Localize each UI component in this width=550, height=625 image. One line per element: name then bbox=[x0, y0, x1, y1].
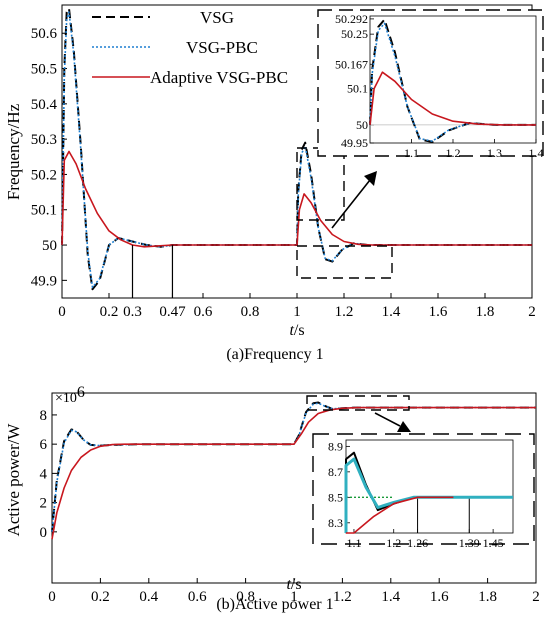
frequency-caption: (a)Frequency 1 bbox=[226, 346, 323, 363]
inset-a-series-vsg-pbc bbox=[369, 22, 536, 142]
legend-label-adaptive: Adaptive VSG-PBC bbox=[150, 68, 288, 87]
inset-a-xtick-label: 1.2 bbox=[446, 146, 461, 160]
zoom-region-a-small bbox=[296, 245, 393, 279]
freq-ytick-label: 50.6 bbox=[31, 26, 58, 42]
power-xtick-label: 0.6 bbox=[188, 589, 207, 605]
inset-b-plot-area bbox=[345, 439, 514, 534]
inset-b-series-adaptive-vsg-pbc bbox=[346, 496, 454, 534]
inset-a-series-adaptive-vsg-pbc bbox=[369, 71, 536, 126]
power-ytick-label: 4 bbox=[40, 466, 48, 482]
freq-xtick-label: 1.6 bbox=[429, 304, 448, 320]
power-x-axis-label: t/s bbox=[286, 576, 301, 593]
freq-xtick-label: 0.2 bbox=[100, 304, 119, 320]
power-ytick-label: 2 bbox=[40, 496, 48, 512]
legend-label-vsg-pbc: VSG-PBC bbox=[186, 38, 258, 57]
zoom-arrow-b bbox=[374, 412, 401, 427]
power-ytick-label: 8 bbox=[40, 408, 48, 424]
inset-b-xtick-label: 1.1 bbox=[346, 536, 361, 550]
zoom-arrow-b-head bbox=[397, 421, 411, 432]
power-xtick-label: 2 bbox=[532, 589, 540, 605]
inset-a-ytick-label: 50.1 bbox=[347, 82, 368, 96]
freq-xtick-label: 0.3 bbox=[123, 304, 142, 320]
power-ytick-label: 0 bbox=[40, 525, 48, 541]
frequency-legend: VSG VSG-PBC Adaptive VSG-PBC bbox=[92, 8, 288, 87]
power-scale-label: ×106 bbox=[55, 384, 85, 406]
power-xtick-label: 1 bbox=[290, 589, 298, 605]
power-caption: (b)Active power 1 bbox=[216, 596, 333, 613]
freq-ytick-label: 50.3 bbox=[31, 132, 57, 148]
power-y-axis-label: Active power/W bbox=[4, 423, 23, 537]
power-xtick-label: 1.2 bbox=[333, 589, 352, 605]
freq-xtick-label: 1.4 bbox=[382, 304, 401, 320]
inset-b-ytick-label: 8.9 bbox=[328, 439, 343, 453]
inset-b-xtick-label: 1.39 bbox=[459, 536, 480, 550]
power-xtick-label: 0.2 bbox=[91, 589, 110, 605]
freq-xtick-label: 1.2 bbox=[335, 304, 354, 320]
inset-b-ytick-label: 8.7 bbox=[328, 465, 343, 479]
power-xtick-label: 1.6 bbox=[430, 589, 449, 605]
freq-series-adaptive-vsg-pbc bbox=[61, 150, 532, 248]
inset-a-ytick-label: 50.292 bbox=[335, 12, 368, 26]
power-xtick-label: 0.4 bbox=[139, 589, 158, 605]
inset-b-xtick-label: 1.26 bbox=[407, 536, 428, 550]
freq-xtick-label: 1 bbox=[293, 304, 301, 320]
zoom-arrow-a bbox=[331, 179, 371, 229]
zoom-arrow-a-head bbox=[364, 171, 377, 186]
inset-a-ytick-label: 50.25 bbox=[341, 27, 368, 41]
power-series-adaptive-vsg-pbc bbox=[51, 406, 536, 540]
freq-xtick-label: 2 bbox=[528, 304, 536, 320]
inset-a-ytick-label: 49.95 bbox=[341, 136, 368, 150]
frequency-y-axis-label: Frequency/Hz bbox=[4, 103, 23, 200]
freq-xtick-label: 0.6 bbox=[194, 304, 213, 320]
inset-a-xtick-label: 1.3 bbox=[487, 146, 502, 160]
power-xtick-label: 0.8 bbox=[236, 589, 255, 605]
freq-ytick-label: 50.1 bbox=[31, 203, 57, 219]
inset-b-xtick-label: 1.2 bbox=[386, 536, 401, 550]
inset-a-ytick-label: 50.167 bbox=[335, 57, 368, 71]
freq-xtick-label: 0.47 bbox=[159, 304, 186, 320]
freq-ytick-label: 50.4 bbox=[31, 97, 58, 113]
inset-a-xtick-label: 1.1 bbox=[404, 146, 419, 160]
power-ytick-label: 6 bbox=[40, 437, 48, 453]
inset-b-xtick-label: 1.45 bbox=[483, 536, 504, 550]
active-power-chart: 0 2 4 6 8 0 0.2 0.4 0.6 0.8 1 1.2 1.4 1.6 1.8 2 ×106 A… bbox=[4, 384, 540, 613]
freq-xtick-label: 0 bbox=[58, 304, 66, 320]
freq-ytick-label: 50.2 bbox=[31, 167, 57, 183]
power-xtick-label: 0 bbox=[48, 589, 56, 605]
marker-lines bbox=[131, 245, 174, 298]
freq-ytick-label: 50.5 bbox=[31, 62, 57, 78]
frequency-x-axis-label: t/s bbox=[289, 322, 304, 339]
inset-b-ytick-label: 8.3 bbox=[328, 516, 343, 530]
power-inset: 8.9 8.7 8.5 8.31.1 1.2 1.26 1.39 1.45 bbox=[312, 433, 535, 550]
frequency-chart: 49.9 50 50.1 50.2 50.3 50.4 50.5 50.6 0 0.2 0.3 0.… bbox=[4, 4, 544, 363]
inset-b-ytick-label: 8.5 bbox=[328, 490, 343, 504]
inset-a-xtick-label: 1.4 bbox=[529, 146, 544, 160]
freq-xtick-label: 0.8 bbox=[241, 304, 260, 320]
legend-label-vsg: VSG bbox=[200, 8, 234, 27]
inset-a-ytick-label: 50 bbox=[356, 118, 368, 132]
power-xtick-label: 1.8 bbox=[478, 589, 497, 605]
freq-ytick-label: 49.9 bbox=[31, 273, 57, 289]
freq-ytick-label: 50 bbox=[42, 238, 57, 254]
zoom-region-a-large bbox=[296, 147, 345, 221]
zoom-region-b bbox=[306, 395, 410, 411]
freq-xtick-label: 1.8 bbox=[476, 304, 495, 320]
power-xtick-label: 1.4 bbox=[381, 589, 400, 605]
